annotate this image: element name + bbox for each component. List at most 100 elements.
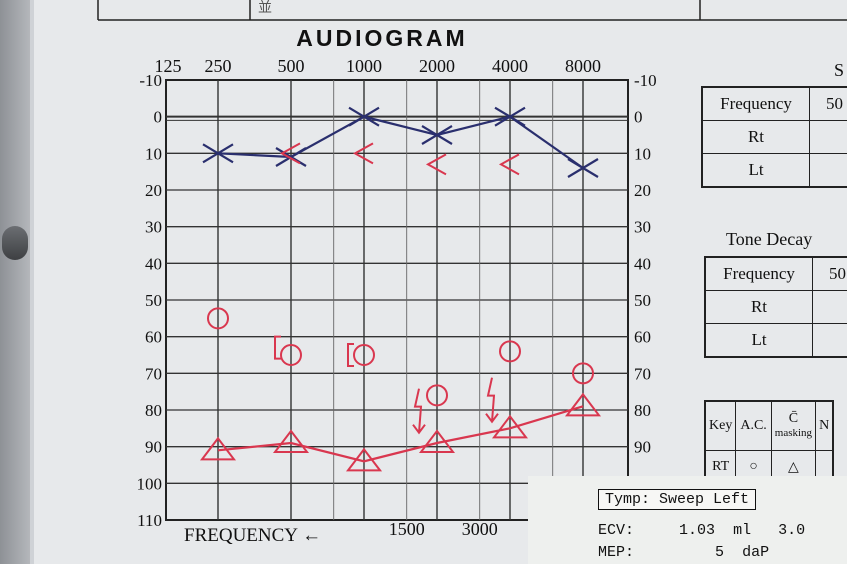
y-tick-label-left: 100: [137, 474, 163, 493]
y-tick-label-left: -10: [139, 71, 162, 90]
table-cell: [809, 153, 847, 188]
mep-row: MEP: 5 daP: [598, 544, 769, 561]
speech-table: Frequency 50 Rt Lt: [701, 86, 847, 188]
y-tick-label-left: 80: [145, 401, 162, 420]
table-cell: Lt: [701, 153, 810, 188]
circle-marker-right-ac: [353, 344, 375, 366]
x-marker-left-ac: [421, 125, 453, 145]
table-row: Key A.C. C̄ masking N: [704, 400, 834, 451]
table-row: Rt: [701, 120, 847, 154]
table-cell: [812, 323, 847, 358]
mep-unit: daP: [742, 544, 770, 561]
ecv-label: ECV:: [598, 522, 635, 539]
table-cell: Rt: [701, 120, 810, 154]
y-tick-labels-left: -10 0 10 20 30 40 50 60 70 80 90 100 110: [137, 71, 163, 530]
y-tick-label-right: 60: [634, 328, 651, 347]
y-tick-label-right: 30: [634, 218, 651, 237]
bracket-marker-bc-left: [498, 153, 520, 176]
bracket-marker-bc-left: [352, 142, 374, 165]
masking-header: C̄ masking: [770, 400, 817, 451]
bracket-marker-bc-left: [279, 142, 301, 165]
ecv-unit: ml: [733, 522, 752, 539]
ac-header: A.C.: [735, 400, 772, 451]
data-marks: [199, 106, 602, 472]
triangle-marker-masked: [564, 392, 602, 417]
x-tick-labels: 125 250 500 1000 2000 4000 8000: [155, 56, 602, 76]
table-row: Frequency 50: [701, 86, 847, 121]
x-tick-label: 2000: [419, 56, 455, 76]
n-header: N: [815, 400, 834, 451]
circle-marker-right-ac: [207, 307, 229, 330]
top-partial-text: 並: [258, 0, 272, 16]
x-marker-left-ac: [348, 106, 380, 127]
y-tick-label-left: 70: [145, 364, 162, 383]
tympanometry-printout: Tymp: Sweep Left ECV: 1.03 ml 3.0 MEP: 5…: [528, 476, 847, 564]
x-bottom-labels: 1500 3000: [389, 519, 498, 539]
audiogram-chart: 並 AUDIOGRAM 125 250 500 1000 2000 4000 8000 -1…: [97, 0, 847, 546]
y-tick-label-left: 50: [145, 291, 162, 310]
tymp-title: Tymp: Sweep Left: [598, 489, 757, 510]
triangle-marker-masked: [345, 447, 383, 472]
y-tick-label-left: 0: [154, 108, 163, 127]
bracket-marker-bc-right: [274, 335, 281, 360]
masking-label: masking: [774, 427, 813, 439]
table-cell: Lt: [704, 323, 813, 358]
ecv-row: ECV: 1.03 ml 3.0: [598, 522, 805, 539]
table-cell: 50: [809, 86, 847, 121]
x-tick-label: 250: [205, 56, 232, 76]
circle-marker-right-ac: [280, 344, 302, 366]
x-tick-label: 125: [155, 56, 182, 76]
y-tick-label-left: 40: [145, 254, 162, 273]
tone-decay-table: Frequency 50 Rt Lt: [704, 256, 847, 358]
y-tick-label-right: 0: [634, 108, 643, 127]
ecv-extra: 3.0: [778, 522, 806, 539]
table-cell: Rt: [704, 290, 813, 324]
tone-decay-title: Tone Decay: [726, 229, 813, 249]
y-tick-label-right: 80: [634, 401, 651, 420]
x-tick-label: 1000: [346, 56, 382, 76]
mep-value: 5: [715, 544, 725, 561]
key-table: Key A.C. C̄ masking N RT ○ △: [704, 400, 835, 485]
table-row: Lt: [701, 153, 847, 188]
mep-label: MEP:: [598, 544, 635, 561]
table-cell: 50: [812, 256, 847, 291]
table-cell: Frequency: [704, 256, 813, 291]
y-tick-label-right: 40: [634, 254, 651, 273]
no-response-arrow-marker: [485, 377, 499, 424]
x-axis-label: FREQUENCY ←: [184, 525, 321, 546]
table-cell: [812, 290, 847, 324]
y-tick-label-right: 70: [634, 364, 651, 383]
y-tick-label-left: 90: [145, 438, 162, 457]
y-tick-label-right: 50: [634, 291, 651, 310]
speech-table-heading: S: [834, 60, 845, 80]
y-tick-label-left: 30: [145, 218, 162, 237]
plot-area: [165, 79, 629, 521]
y-tick-label-left: 110: [137, 511, 162, 530]
table-cell: [809, 120, 847, 154]
circle-marker-right-ac: [572, 362, 594, 385]
binder-ring: [2, 226, 28, 260]
x-marker-left-ac: [202, 143, 234, 164]
bracket-marker-bc-left: [425, 153, 447, 176]
table-row: Rt: [704, 290, 847, 324]
left-ear-ac-line: [217, 115, 584, 169]
x-tick-label: 500: [278, 56, 305, 76]
triangle-marker-masked: [418, 429, 456, 453]
x-marker-left-ac: [494, 106, 526, 127]
x-marker-left-ac: [567, 158, 599, 178]
y-tick-label-right: 90: [634, 438, 651, 457]
triangle-marker-masked: [272, 429, 310, 453]
masked-c-label: C̄: [788, 411, 799, 426]
ecv-value: 1.03: [679, 522, 716, 539]
circle-marker-right-ac: [426, 384, 448, 407]
table-cell: Frequency: [701, 86, 810, 121]
circle-marker-right-ac: [499, 340, 521, 363]
x-bottom-label: 1500: [389, 519, 425, 539]
y-tick-label-left: 60: [145, 328, 162, 347]
y-tick-label-right: -10: [634, 71, 657, 90]
x-tick-label: 4000: [492, 56, 528, 76]
right-ear-masked-line: [217, 405, 584, 463]
table-row: Frequency 50: [704, 256, 847, 291]
x-bottom-label: 3000: [462, 519, 498, 539]
